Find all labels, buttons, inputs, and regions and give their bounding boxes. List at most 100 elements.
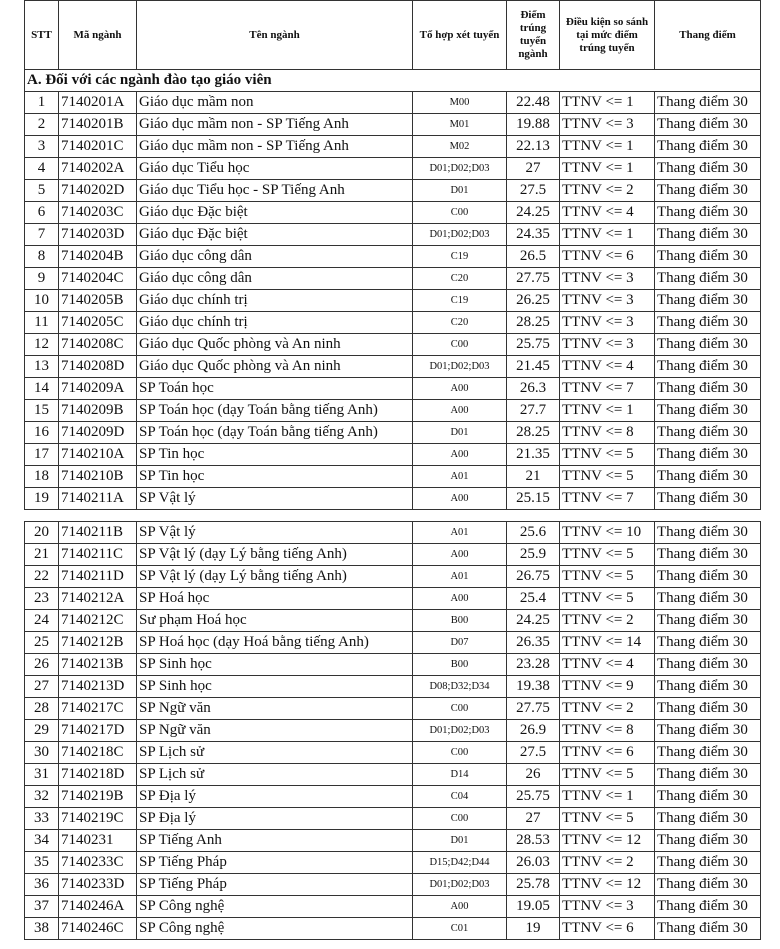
- major-name: SP Tin học: [136, 465, 413, 488]
- admission-score: 24.25: [506, 609, 560, 632]
- data-row: 31 7140218D SP Lịch sử D14 26 TTNV <= 5 Thang …: [24, 763, 761, 786]
- subject-combination: C00: [412, 697, 507, 720]
- score-scale: Thang điểm 30: [654, 741, 761, 764]
- subject-combination: C00: [412, 201, 507, 224]
- major-code: 7140246C: [58, 917, 137, 940]
- major-code: 7140209D: [58, 421, 137, 444]
- major-code: 7140203D: [58, 223, 137, 246]
- data-row: 10 7140205B Giáo dục chính trị C19 26.25 TTNV…: [24, 289, 761, 312]
- header-cell: STT: [24, 0, 59, 70]
- row-number: 20: [24, 521, 59, 544]
- subject-combination: B00: [412, 653, 507, 676]
- comparison-condition: TTNV <= 9: [559, 675, 655, 698]
- admission-score: 28.25: [506, 311, 560, 334]
- admission-score: 26.25: [506, 289, 560, 312]
- row-number: 5: [24, 179, 59, 202]
- subject-combination: D08;D32;D34: [412, 675, 507, 698]
- comparison-condition: TTNV <= 2: [559, 609, 655, 632]
- major-code: 7140204B: [58, 245, 137, 268]
- score-scale: Thang điểm 30: [654, 157, 761, 180]
- comparison-condition: TTNV <= 6: [559, 917, 655, 940]
- score-scale: Thang điểm 30: [654, 587, 761, 610]
- row-number: 32: [24, 785, 59, 808]
- score-scale: Thang điểm 30: [654, 719, 761, 742]
- major-code: 7140201B: [58, 113, 137, 136]
- major-name: SP Công nghệ: [136, 917, 413, 940]
- major-code: 7140212A: [58, 587, 137, 610]
- comparison-condition: TTNV <= 4: [559, 201, 655, 224]
- data-row: 13 7140208D Giáo dục Quốc phòng và An ninh…: [24, 355, 761, 378]
- subject-combination: D01;D02;D03: [412, 719, 507, 742]
- subject-combination: A01: [412, 565, 507, 588]
- comparison-condition: TTNV <= 3: [559, 311, 655, 334]
- major-code: 7140219B: [58, 785, 137, 808]
- subject-combination: D15;D42;D44: [412, 851, 507, 874]
- admission-score: 25.78: [506, 873, 560, 896]
- row-number: 22: [24, 565, 59, 588]
- major-name: Giáo dục công dân: [136, 245, 413, 268]
- comparison-condition: TTNV <= 5: [559, 565, 655, 588]
- admission-score: 25.75: [506, 785, 560, 808]
- data-row: 16 7140209D SP Toán học (dạy Toán bằng tiế…: [24, 421, 761, 444]
- major-name: SP Tin học: [136, 443, 413, 466]
- major-name: Giáo dục Đặc biệt: [136, 201, 413, 224]
- row-number: 13: [24, 355, 59, 378]
- score-scale: Thang điểm 30: [654, 675, 761, 698]
- row-number: 28: [24, 697, 59, 720]
- major-name: SP Địa lý: [136, 785, 413, 808]
- score-scale: Thang điểm 30: [654, 543, 761, 566]
- subject-combination: D01: [412, 421, 507, 444]
- data-row: 30 7140218C SP Lịch sử C00 27.5 TTNV <= 6 Than…: [24, 741, 761, 764]
- subject-combination: C20: [412, 311, 507, 334]
- major-name: Giáo dục chính trị: [136, 289, 413, 312]
- major-code: 7140211B: [58, 521, 137, 544]
- subject-combination: D01;D02;D03: [412, 223, 507, 246]
- admission-score: 26: [506, 763, 560, 786]
- major-name: Giáo dục Quốc phòng và An ninh: [136, 333, 413, 356]
- subject-combination: A00: [412, 543, 507, 566]
- major-code: 7140219C: [58, 807, 137, 830]
- major-code: 7140213D: [58, 675, 137, 698]
- header-cell: Tổ hợp xét tuyển: [412, 0, 507, 70]
- score-scale: Thang điểm 30: [654, 851, 761, 874]
- data-row: 9 7140204C Giáo dục công dân C20 27.75 TTNV <…: [24, 267, 761, 290]
- row-number: 2: [24, 113, 59, 136]
- data-row: 22 7140211D SP Vật lý (dạy Lý bằng tiếng A…: [24, 565, 761, 588]
- row-number: 17: [24, 443, 59, 466]
- subject-combination: A00: [412, 895, 507, 918]
- score-scale: Thang điểm 30: [654, 917, 761, 940]
- score-scale: Thang điểm 30: [654, 223, 761, 246]
- header-cell: Mã ngành: [58, 0, 137, 70]
- row-number: 34: [24, 829, 59, 852]
- admission-score: 24.25: [506, 201, 560, 224]
- score-scale: Thang điểm 30: [654, 631, 761, 654]
- section-title: A. Đối với các ngành đào tạo giáo viên: [24, 69, 761, 92]
- major-name: SP Vật lý: [136, 487, 413, 510]
- subject-combination: A00: [412, 443, 507, 466]
- major-code: 7140231: [58, 829, 137, 852]
- subject-combination: D01;D02;D03: [412, 355, 507, 378]
- comparison-condition: TTNV <= 6: [559, 245, 655, 268]
- admission-score: 24.35: [506, 223, 560, 246]
- admission-score: 19: [506, 917, 560, 940]
- major-code: 7140205B: [58, 289, 137, 312]
- score-scale: Thang điểm 30: [654, 521, 761, 544]
- comparison-condition: TTNV <= 2: [559, 851, 655, 874]
- major-name: SP Lịch sử: [136, 741, 413, 764]
- score-scale: Thang điểm 30: [654, 895, 761, 918]
- admission-score: 27.75: [506, 697, 560, 720]
- subject-combination: C01: [412, 917, 507, 940]
- major-code: 7140201A: [58, 91, 137, 114]
- subject-combination: B00: [412, 609, 507, 632]
- subject-combination: A00: [412, 587, 507, 610]
- major-name: SP Lịch sử: [136, 763, 413, 786]
- major-code: 7140202D: [58, 179, 137, 202]
- comparison-condition: TTNV <= 5: [559, 807, 655, 830]
- admission-score: 23.28: [506, 653, 560, 676]
- major-code: 7140218D: [58, 763, 137, 786]
- subject-combination: C00: [412, 333, 507, 356]
- row-number: 16: [24, 421, 59, 444]
- row-number: 23: [24, 587, 59, 610]
- row-number: 6: [24, 201, 59, 224]
- comparison-condition: TTNV <= 3: [559, 895, 655, 918]
